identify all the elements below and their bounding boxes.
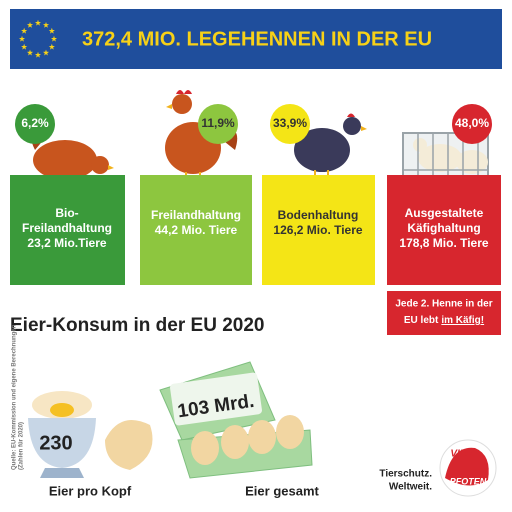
note-text: EU lebt xyxy=(404,315,439,326)
tagline: Tierschutz. xyxy=(379,469,432,480)
panel-text: 44,2 Mio. Tiere xyxy=(155,223,238,237)
panel xyxy=(387,175,501,285)
eu-stars xyxy=(18,19,58,58)
badge xyxy=(452,104,492,144)
header-bar xyxy=(10,9,502,69)
label: Eier pro Kopf xyxy=(49,483,132,498)
badge xyxy=(15,104,55,144)
panel-text: 126,2 Mio. Tiere xyxy=(273,223,362,237)
star xyxy=(48,43,55,50)
note-text: EU lebt im Käfig! xyxy=(404,315,484,326)
source: Quelle: EU-Kommission und eigene Berechn… xyxy=(12,324,25,470)
star xyxy=(21,43,28,50)
panel-text: Bio- xyxy=(55,206,78,220)
badge xyxy=(198,104,238,144)
star xyxy=(42,49,50,56)
logo-brand: PFOTEN xyxy=(450,476,487,486)
source-text: (Zahlen für 2020) xyxy=(19,422,25,470)
star xyxy=(21,27,28,34)
star xyxy=(34,19,42,26)
star xyxy=(18,35,26,42)
panel-text: 23,2 Mio.Tiere xyxy=(27,236,106,250)
star xyxy=(34,51,42,58)
source-text: Quelle: EU-Kommission und eigene Berechn… xyxy=(12,324,18,470)
tagline: Weltweit. xyxy=(389,482,432,493)
value: 230 xyxy=(39,432,72,454)
star xyxy=(48,27,55,34)
label: Eier gesamt xyxy=(245,483,319,498)
panel-text: Freilandhaltung xyxy=(22,221,112,235)
star xyxy=(26,49,34,56)
note-text: Jede 2. Henne in der xyxy=(395,299,492,310)
egg-cup xyxy=(28,391,153,478)
star xyxy=(50,35,58,42)
panel-text: Bodenhaltung xyxy=(278,208,359,222)
badge xyxy=(270,104,310,144)
panel xyxy=(262,175,375,285)
percent: 6,2% xyxy=(21,116,49,130)
logo-shape xyxy=(445,447,489,486)
percent: 33,9% xyxy=(273,116,307,130)
panel-text: Käfighaltung xyxy=(407,221,480,235)
star xyxy=(26,21,34,28)
percent: 11,9% xyxy=(201,116,235,130)
section-title: Eier-Konsum in der EU 2020 xyxy=(10,315,264,336)
header-title: 372,4 MIO. LEGEHENNEN IN DER EU xyxy=(82,28,432,50)
percent: 48,0% xyxy=(455,116,489,130)
panel-text: Freilandhaltung xyxy=(151,208,241,222)
logo-brand: VIER xyxy=(450,449,474,460)
note-emphasis: im Käfig! xyxy=(441,315,484,326)
panel-text: 178,8 Mio. Tiere xyxy=(399,236,488,250)
egg-carton xyxy=(159,361,313,479)
panel xyxy=(140,175,252,285)
panel xyxy=(10,175,125,285)
star xyxy=(42,21,50,28)
note-box xyxy=(387,291,501,335)
panel-text: Ausgestaltete xyxy=(405,206,484,220)
